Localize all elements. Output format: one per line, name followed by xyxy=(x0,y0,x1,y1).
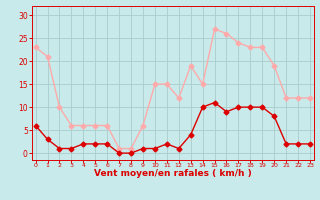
X-axis label: Vent moyen/en rafales ( km/h ): Vent moyen/en rafales ( km/h ) xyxy=(94,169,252,178)
